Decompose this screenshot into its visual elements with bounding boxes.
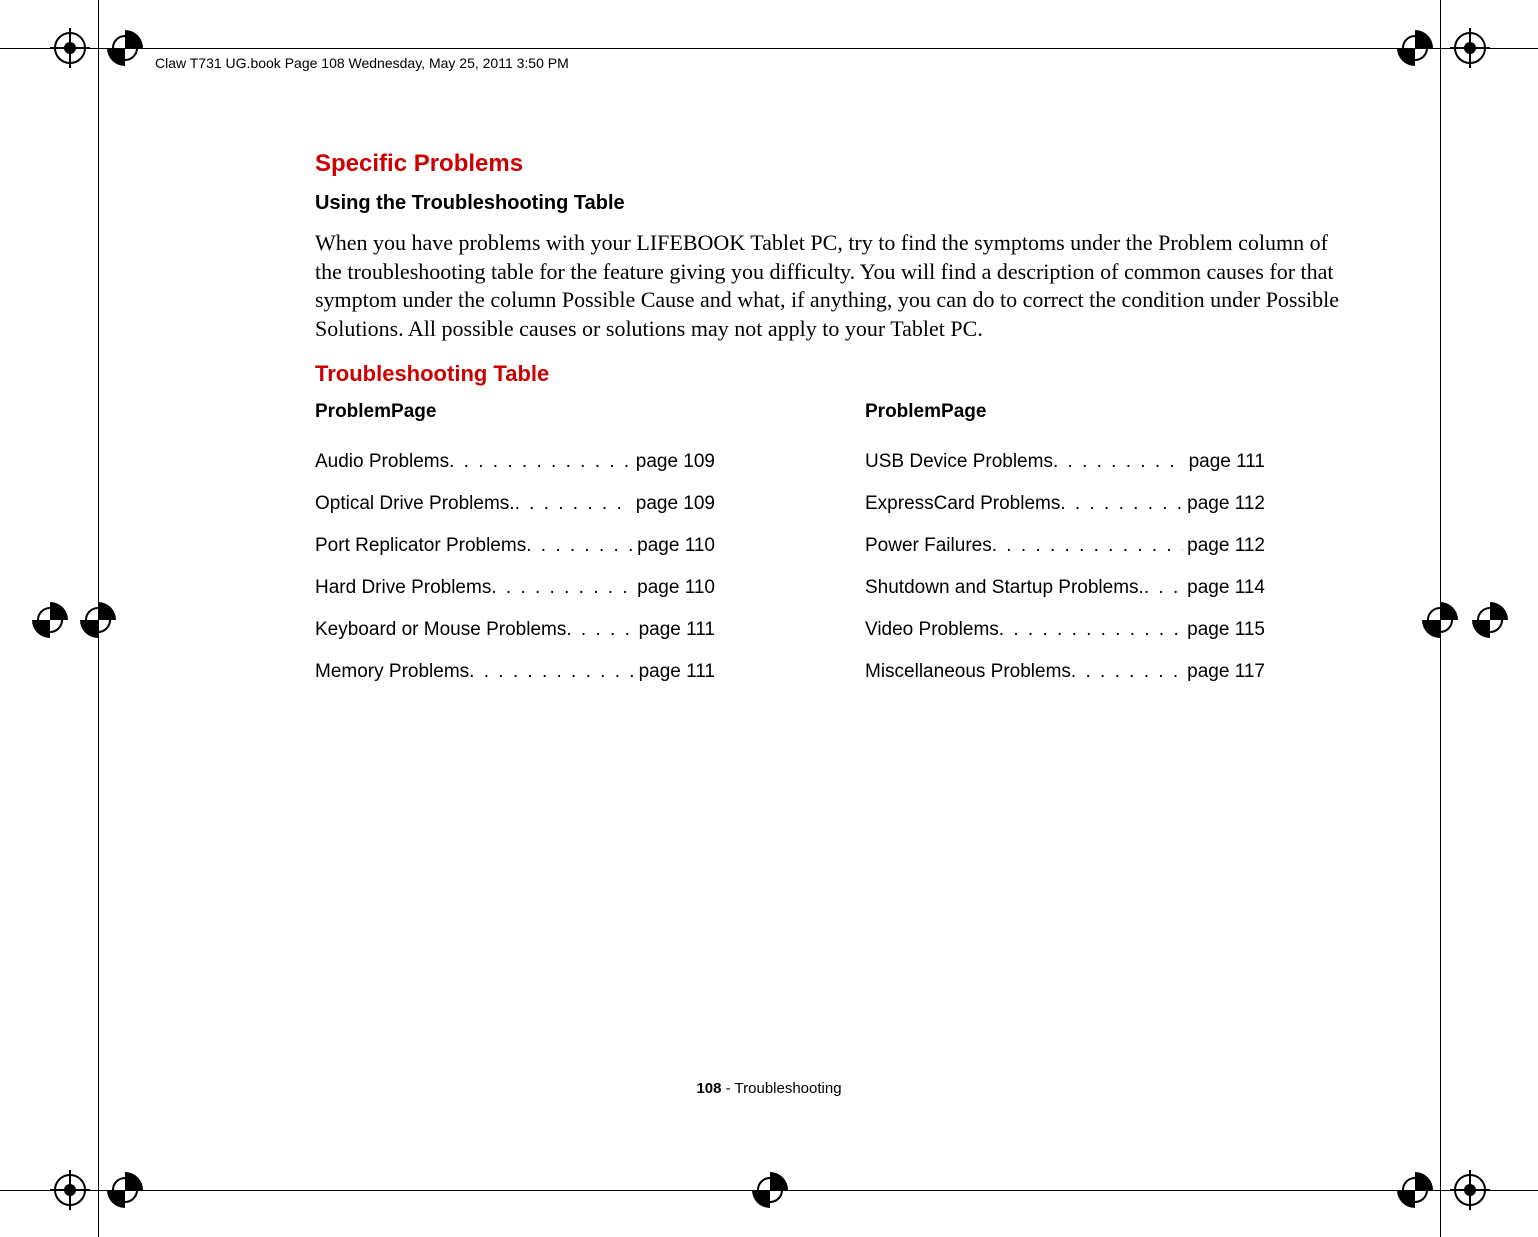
toc-label: USB Device Problems: [865, 451, 1053, 473]
toc-page: page 110: [633, 577, 715, 599]
toc-row: Audio Problems page 109: [315, 451, 715, 473]
toc-column-header: ProblemPage: [865, 401, 1265, 423]
toc-page: page 114: [1183, 577, 1265, 599]
toc-row: Keyboard or Mouse Problems page 111: [315, 619, 715, 641]
toc-label: Hard Drive Problems: [315, 577, 491, 599]
toc-row: USB Device Problems page 111: [865, 451, 1265, 473]
toc-page: page 117: [1183, 661, 1265, 683]
footer-section: - Troubleshooting: [721, 1080, 841, 1097]
page-footer: 108 - Troubleshooting: [0, 1080, 1538, 1097]
toc-label: Power Failures: [865, 535, 992, 557]
toc-page: page 115: [1183, 619, 1265, 641]
toc-dots: [449, 451, 632, 473]
toc-page: page 111: [635, 661, 715, 683]
toc-label: Port Replicator Problems: [315, 535, 526, 557]
toc-column-header: ProblemPage: [315, 401, 715, 423]
toc-page: page 111: [1185, 451, 1265, 473]
toc-row: Video Problems page 115: [865, 619, 1265, 641]
registration-mark-icon: [1420, 600, 1460, 640]
toc-page: page 109: [632, 493, 715, 515]
toc-label: ExpressCard Problems: [865, 493, 1060, 515]
toc-label: Audio Problems: [315, 451, 449, 473]
toc-page: page 109: [632, 451, 715, 473]
registration-mark-icon: [30, 600, 70, 640]
toc-dots: [1071, 661, 1183, 683]
toc-dots: [526, 535, 633, 557]
toc-label: Miscellaneous Problems: [865, 661, 1071, 683]
registration-mark-icon: [105, 1170, 145, 1210]
registration-mark-icon: [1450, 28, 1490, 68]
toc-column-left: ProblemPage Audio Problems page 109Optic…: [315, 401, 715, 703]
registration-mark-icon: [1395, 28, 1435, 68]
toc-dots: [566, 619, 634, 641]
registration-mark-icon: [50, 28, 90, 68]
registration-mark-icon: [1395, 1170, 1435, 1210]
toc-columns: ProblemPage Audio Problems page 109Optic…: [315, 401, 1355, 703]
heading-specific-problems: Specific Problems: [315, 150, 1355, 178]
toc-row: Hard Drive Problems page 110: [315, 577, 715, 599]
toc-label: Optical Drive Problems.: [315, 493, 515, 515]
toc-row: ExpressCard Problems page 112: [865, 493, 1265, 515]
toc-page: page 112: [1183, 493, 1265, 515]
crop-line-top: [0, 48, 1538, 49]
toc-dots: [469, 661, 634, 683]
page-number: 108: [696, 1080, 721, 1097]
toc-dots: [1144, 577, 1183, 599]
toc-dots: [491, 577, 633, 599]
document-meta-text: Claw T731 UG.book Page 108 Wednesday, Ma…: [155, 55, 569, 71]
toc-label: Keyboard or Mouse Problems: [315, 619, 566, 641]
toc-row: Miscellaneous Problems page 117: [865, 661, 1265, 683]
page-content: Specific Problems Using the Troubleshoot…: [315, 150, 1355, 703]
toc-dots: [1060, 493, 1183, 515]
toc-row: Power Failures page 112: [865, 535, 1265, 557]
toc-label: Memory Problems: [315, 661, 469, 683]
toc-dots: [992, 535, 1183, 557]
toc-page: page 112: [1183, 535, 1265, 557]
body-paragraph: When you have problems with your LIFEBOO…: [315, 229, 1355, 343]
toc-row: Memory Problems page 111: [315, 661, 715, 683]
toc-dots: [1053, 451, 1185, 473]
toc-column-right: ProblemPage USB Device Problems page 111…: [865, 401, 1265, 703]
toc-row: Shutdown and Startup Problems. page 114: [865, 577, 1265, 599]
toc-page: page 111: [635, 619, 715, 641]
registration-mark-icon: [105, 28, 145, 68]
heading-using-table: Using the Troubleshooting Table: [315, 192, 1355, 215]
toc-row: Port Replicator Problems page 110: [315, 535, 715, 557]
registration-mark-icon: [750, 1170, 790, 1210]
registration-mark-icon: [1470, 600, 1510, 640]
heading-troubleshooting-table: Troubleshooting Table: [315, 361, 1355, 387]
registration-mark-icon: [1450, 1170, 1490, 1210]
toc-row: Optical Drive Problems. page 109: [315, 493, 715, 515]
registration-mark-icon: [78, 600, 118, 640]
registration-mark-icon: [50, 1170, 90, 1210]
toc-page: page 110: [633, 535, 715, 557]
toc-dots: [515, 493, 632, 515]
toc-dots: [999, 619, 1183, 641]
toc-label: Shutdown and Startup Problems.: [865, 577, 1144, 599]
toc-label: Video Problems: [865, 619, 999, 641]
